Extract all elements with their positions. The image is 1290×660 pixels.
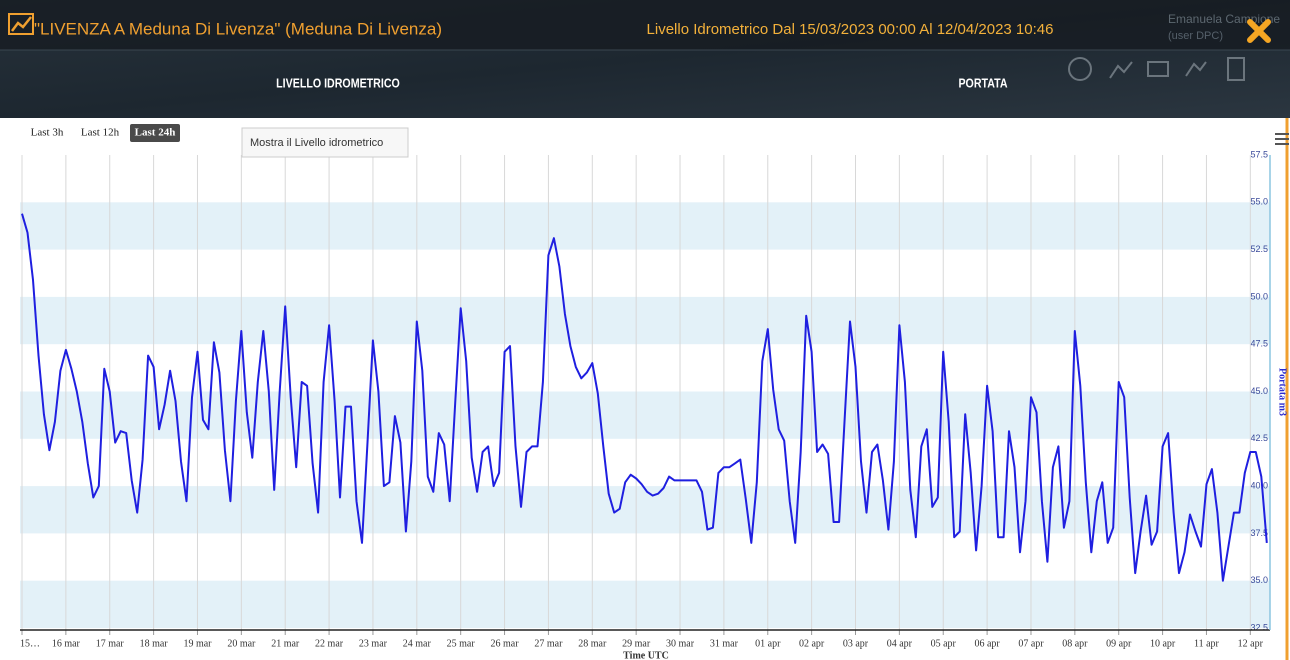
toolbar-icons xyxy=(1068,57,1245,81)
x-tick-label: 30 mar xyxy=(666,638,695,649)
x-tick-label: 17 mar xyxy=(96,638,125,649)
x-tick-label: 31 mar xyxy=(710,638,739,649)
tooltip-text: Mostra il Livello idrometrico xyxy=(250,137,383,149)
y-tick-label: 40.0 xyxy=(1250,480,1268,490)
plot-band xyxy=(20,486,1270,534)
y-tick-label: 52.5 xyxy=(1250,244,1268,254)
station-title: "LIVENZA A Meduna Di Livenza" (Meduna Di… xyxy=(34,19,442,38)
y-tick-label: 47.5 xyxy=(1250,339,1268,349)
x-tick-label: 28 mar xyxy=(578,638,607,649)
series-line xyxy=(21,213,1268,582)
y-tick-label: 42.5 xyxy=(1250,433,1268,443)
range-button-selected[interactable]: Last 24h xyxy=(135,127,176,139)
plot-band xyxy=(20,580,1270,628)
plot: 57.5 55.0 52.5 50.0 47.5 45.0 42.5 40.0 37.5 35.0… xyxy=(20,149,1288,660)
range-button-selected-bg[interactable] xyxy=(130,124,180,142)
x-tick-label: 29 mar xyxy=(622,638,651,649)
plot-band xyxy=(20,391,1270,439)
x-tick-label: 02 apr xyxy=(799,638,825,649)
y-axis-title: Portata m3 xyxy=(1277,368,1288,416)
range-button[interactable]: Last 12h xyxy=(81,127,120,139)
x-tick-label: 06 apr xyxy=(974,638,1000,649)
header-subtitle: Livello Idrometrico Dal 15/03/2023 00:00… xyxy=(647,21,1054,38)
range-button[interactable]: Last 3h xyxy=(31,127,64,139)
x-tick-label: 09 apr xyxy=(1106,638,1132,649)
x-tick-label: 11 apr xyxy=(1194,638,1220,649)
y-tick-label: 50.0 xyxy=(1250,291,1268,301)
plot-band xyxy=(20,202,1270,250)
y-tick-label: 55.0 xyxy=(1250,197,1268,207)
y-tick-label: 35.0 xyxy=(1250,575,1268,585)
x-tick-label: 25 mar xyxy=(447,638,476,649)
x-tick-label: 08 apr xyxy=(1062,638,1088,649)
x-tick-label: 19 mar xyxy=(183,638,212,649)
x-tick-label: 16 mar xyxy=(52,638,81,649)
tab-portata[interactable]: PORTATA xyxy=(958,75,1007,90)
close-button[interactable] xyxy=(1247,19,1271,43)
x-tick-label: 05 apr xyxy=(931,638,957,649)
x-tick-label: 03 apr xyxy=(843,638,869,649)
y-tick-label: 32.5 xyxy=(1250,622,1268,632)
plot-band xyxy=(20,296,1270,345)
user-role: (user DPC) xyxy=(1168,30,1223,42)
y-tick-label: 45.0 xyxy=(1250,386,1268,396)
x-tick-label: 07 apr xyxy=(1018,638,1044,649)
menu-button[interactable] xyxy=(1275,133,1289,145)
x-tick-label: 24 mar xyxy=(403,638,432,649)
x-tick-label: 27 mar xyxy=(534,638,563,649)
x-tick-label: 15… xyxy=(20,638,40,649)
x-tick-label: 10 apr xyxy=(1150,638,1176,649)
x-tick-label: 23 mar xyxy=(359,638,388,649)
x-tick-label: 04 apr xyxy=(887,638,913,649)
tooltip-box xyxy=(241,127,409,158)
x-tick-label: 12 apr xyxy=(1238,638,1264,649)
x-tick-label: 20 mar xyxy=(227,638,256,649)
x-tick-label: 22 mar xyxy=(315,638,344,649)
x-tick-label: 18 mar xyxy=(140,638,169,649)
tab-livello[interactable]: LIVELLO IDROMETRICO xyxy=(276,75,400,90)
x-tick-label: 26 mar xyxy=(491,638,520,649)
title-bar xyxy=(0,0,1290,50)
x-axis-title: Time UTC xyxy=(623,650,669,660)
y-tick-label: 37.5 xyxy=(1250,528,1268,538)
title-icon xyxy=(8,13,34,35)
x-tick-label: 21 mar xyxy=(271,638,300,649)
x-tick-label: 01 apr xyxy=(755,638,781,649)
y-tick-label: 57.5 xyxy=(1250,149,1268,159)
